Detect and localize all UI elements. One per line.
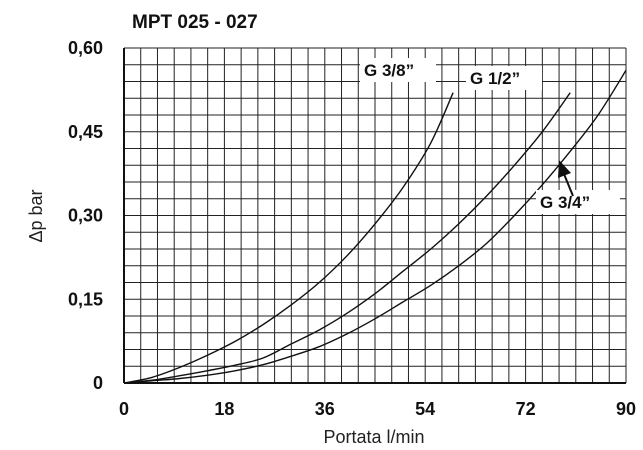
- label-background: [360, 58, 436, 82]
- x-axis-label: Portata l/min: [323, 427, 424, 447]
- x-tick-label: 54: [415, 399, 435, 419]
- curve-g-1-2: [123, 92, 571, 384]
- x-tick-label: 90: [616, 399, 636, 419]
- y-tick-label: 0,30: [68, 206, 103, 226]
- curve-labels: G 3/8” G 1/2” G 3/4”: [360, 58, 620, 214]
- y-tick-label: 0,45: [68, 122, 103, 142]
- label-background: [466, 66, 542, 90]
- label-arrow-head: [558, 160, 571, 178]
- x-tick-label: 36: [315, 399, 335, 419]
- chart-title: MPT 025 - 027: [132, 12, 258, 33]
- x-tick-label: 72: [516, 399, 536, 419]
- y-axis-label: Δp bar: [26, 189, 46, 242]
- y-tick-label: 0,15: [68, 289, 103, 309]
- curve-g-3-8: [123, 92, 454, 384]
- label-background: [536, 190, 620, 214]
- curve-g-3-4: [123, 69, 627, 384]
- x-tick-label: 18: [214, 399, 234, 419]
- label-arrow-shaft: [563, 173, 574, 197]
- grid: [123, 47, 627, 384]
- label-g-1-2: G 1/2”: [470, 69, 520, 88]
- y-axis-ticks: 0 0,15 0,30 0,45 0,60: [68, 38, 103, 393]
- x-tick-label: 0: [119, 399, 129, 419]
- label-g-3-8: G 3/8”: [364, 61, 414, 80]
- y-tick-label: 0,60: [68, 38, 103, 58]
- curves: [123, 69, 627, 384]
- label-g-3-4: G 3/4”: [540, 193, 590, 212]
- y-tick-label: 0: [93, 373, 103, 393]
- x-axis-ticks: 0 18 36 54 72 90: [119, 399, 636, 419]
